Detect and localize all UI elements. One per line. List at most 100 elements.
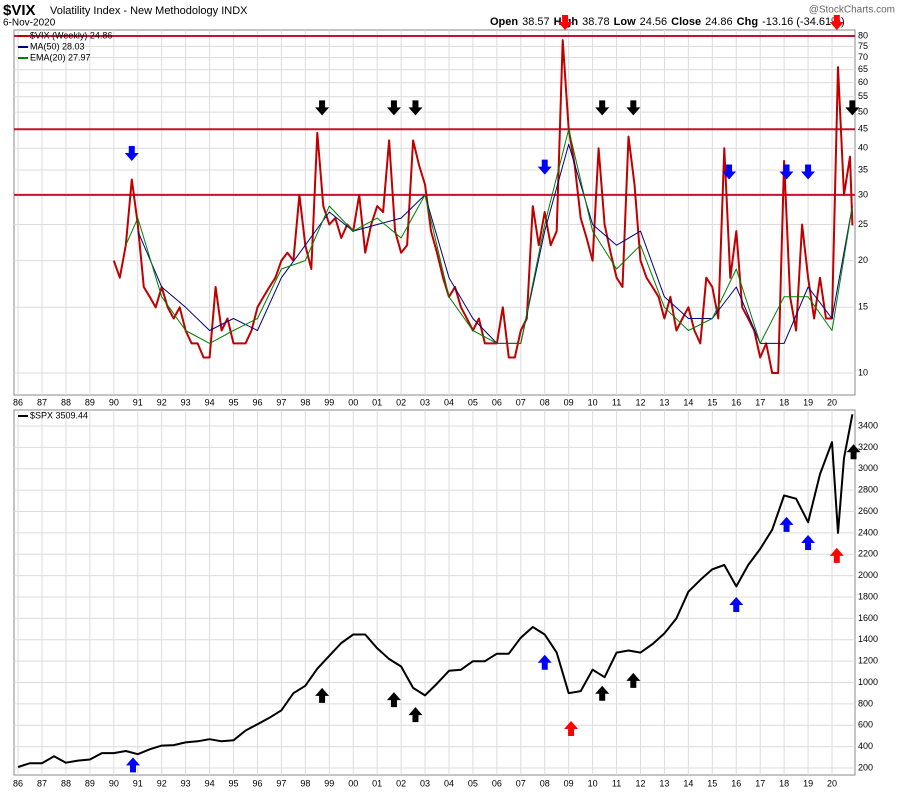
x-tick-label: 08 [540, 778, 550, 788]
x-tick-label: 12 [635, 397, 645, 407]
arrow-marker [537, 654, 552, 670]
x-tick-label: 15 [707, 778, 717, 788]
y-tick-label: 3200 [858, 442, 878, 452]
x-tick-label: 92 [157, 397, 167, 407]
x-tick-label: 87 [37, 778, 47, 788]
y-tick-label: 65 [858, 64, 868, 74]
x-tick-label: 19 [803, 397, 813, 407]
plot-area [13, 29, 856, 396]
arrow-marker [408, 100, 423, 116]
x-tick-label: 08 [540, 397, 550, 407]
x-tick-label: 20 [827, 778, 837, 788]
chart-title: $VIX [3, 2, 36, 19]
x-tick-label: 07 [516, 397, 526, 407]
x-tick-label: 02 [396, 778, 406, 788]
quote: Open38.57High38.78Low24.56Close24.86Chg-… [490, 16, 845, 28]
y-tick-label: 3400 [858, 420, 878, 430]
x-tick-label: 14 [683, 397, 693, 407]
x-tick-label: 90 [109, 778, 119, 788]
x-tick-label: 06 [492, 778, 502, 788]
x-tick-label: 13 [659, 397, 669, 407]
y-tick-label: 200 [858, 762, 873, 772]
plot-area [13, 409, 856, 776]
arrow-marker [829, 547, 844, 563]
x-tick-label: 86 [13, 397, 23, 407]
x-tick-label: 97 [276, 397, 286, 407]
x-tick-label: 10 [588, 397, 598, 407]
arrow-marker [386, 692, 401, 708]
x-tick-label: 17 [755, 397, 765, 407]
y-tick-label: 1600 [858, 613, 878, 623]
x-tick-label: 20 [827, 397, 837, 407]
x-tick-label: 88 [61, 778, 71, 788]
y-tick-label: 55 [858, 91, 868, 101]
x-tick-label: 03 [420, 778, 430, 788]
y-tick-label: 15 [858, 302, 868, 312]
arrow-marker [408, 707, 423, 723]
x-tick-label: 99 [324, 397, 334, 407]
arrow-marker [564, 721, 579, 737]
x-tick-label: 11 [612, 397, 621, 407]
arrow-marker [846, 444, 861, 460]
x-tick-label: 98 [300, 778, 310, 788]
y-tick-label: 1000 [858, 677, 878, 687]
x-tick-label: 19 [803, 778, 813, 788]
x-tick-label: 90 [109, 397, 119, 407]
arrow-marker [801, 535, 816, 551]
y-tick-label: 2400 [858, 527, 878, 537]
y-tick-label: 1400 [858, 634, 878, 644]
x-tick-label: 93 [181, 778, 191, 788]
x-tick-label: 98 [300, 397, 310, 407]
y-tick-label: 2600 [858, 506, 878, 516]
quote-label: Low [614, 16, 636, 28]
x-tick-label: 93 [181, 397, 191, 407]
series-line [17, 414, 854, 768]
legend-label: MA(50) 28.03 [30, 41, 85, 51]
y-tick-label: 2000 [858, 570, 878, 580]
y-tick-label: 10 [858, 367, 868, 377]
x-tick-label: 16 [731, 397, 741, 407]
arrow-marker [626, 100, 641, 116]
arrow-marker [626, 672, 641, 688]
arrow-marker [729, 597, 744, 613]
y-tick-label: 35 [858, 164, 868, 174]
y-tick-label: 75 [858, 41, 868, 51]
arrow-marker [315, 100, 330, 116]
arrow-marker [829, 15, 844, 30]
arrow-marker [537, 159, 552, 175]
y-tick-label: 30 [858, 189, 868, 199]
x-tick-label: 03 [420, 397, 430, 407]
series-line [112, 39, 854, 374]
x-tick-label: 01 [372, 397, 382, 407]
arrow-marker [595, 685, 610, 701]
y-tick-label: 400 [858, 741, 873, 751]
x-tick-label: 12 [635, 778, 645, 788]
quote-value: 38.57 [522, 16, 550, 28]
x-tick-label: 86 [13, 778, 23, 788]
y-tick-label: 40 [858, 143, 868, 153]
x-tick-label: 91 [133, 778, 143, 788]
x-tick-label: 18 [779, 397, 789, 407]
chart-subtitle: Volatility Index - New Methodology INDX [50, 5, 248, 17]
x-tick-label: 91 [133, 397, 143, 407]
arrow-marker [779, 516, 794, 532]
quote-value: -13.16 (-34.61%) [762, 16, 845, 28]
arrow-marker [801, 164, 816, 180]
x-tick-label: 09 [564, 397, 574, 407]
y-tick-label: 25 [858, 219, 868, 229]
x-tick-label: 09 [564, 778, 574, 788]
arrow-marker [125, 757, 140, 773]
x-tick-label: 88 [61, 397, 71, 407]
x-tick-label: 10 [588, 778, 598, 788]
y-tick-label: 1800 [858, 591, 878, 601]
x-tick-label: 94 [205, 778, 215, 788]
y-tick-label: 80 [858, 30, 868, 40]
x-tick-label: 00 [348, 778, 358, 788]
x-tick-label: 92 [157, 778, 167, 788]
x-tick-label: 89 [85, 397, 95, 407]
x-tick-label: 13 [659, 778, 669, 788]
x-tick-label: 04 [444, 778, 454, 788]
arrow-marker [386, 100, 401, 116]
y-tick-label: 1200 [858, 656, 878, 666]
